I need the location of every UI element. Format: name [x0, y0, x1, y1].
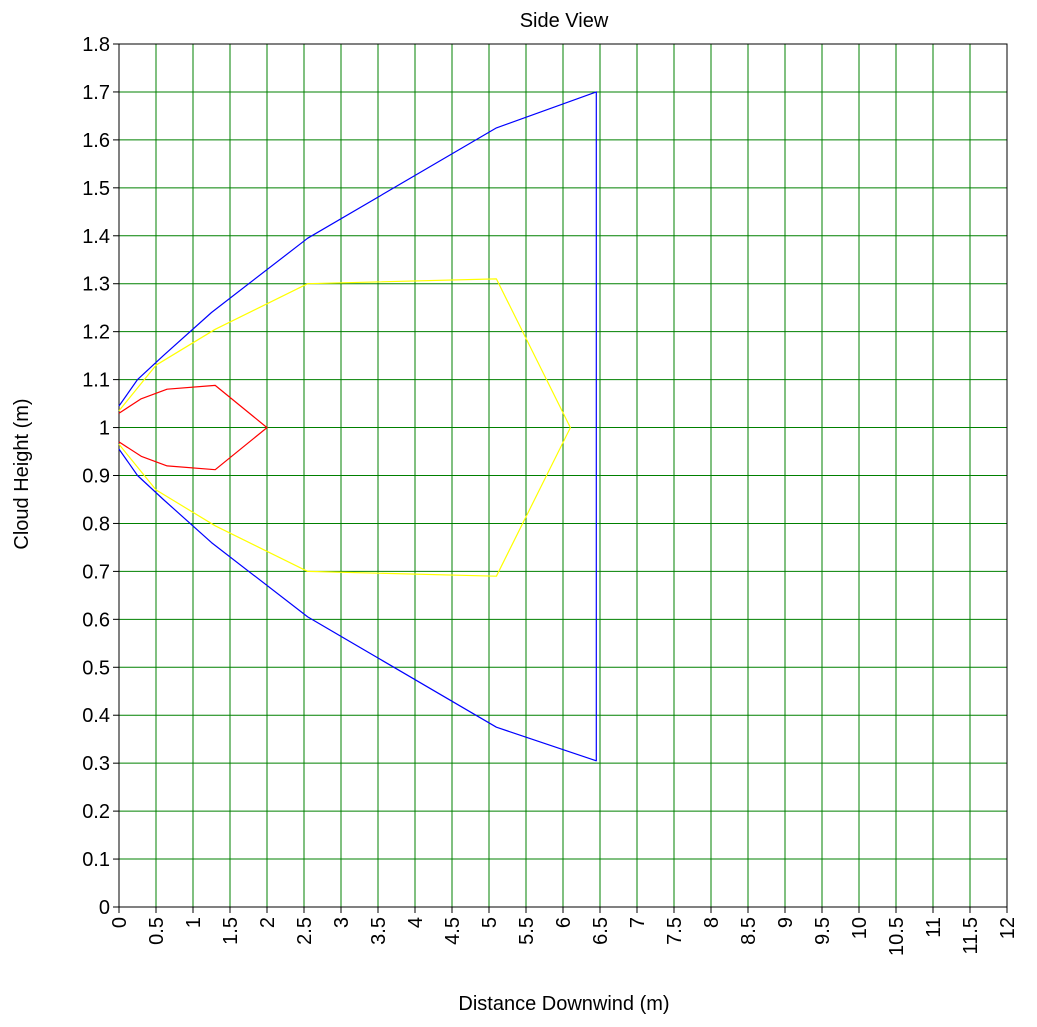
y-tick-label: 1.1: [82, 370, 110, 392]
y-tick-label: 0.7: [82, 561, 110, 583]
x-tick-label: 1.5: [220, 917, 242, 945]
y-tick-label: 0.8: [82, 513, 110, 535]
x-tick-label: 2.5: [294, 917, 316, 945]
y-tick-label: 1.3: [82, 274, 110, 296]
x-tick-label: 8: [701, 917, 723, 928]
y-tick-label: 0.9: [82, 466, 110, 488]
y-tick-label: 0.5: [82, 657, 110, 679]
y-tick-label: 0.1: [82, 849, 110, 871]
y-tick-label: 0.2: [82, 801, 110, 823]
x-tick-label: 1: [183, 917, 205, 928]
x-axis-title: Distance Downwind (m): [458, 993, 669, 1015]
y-tick-label: 1.5: [82, 178, 110, 200]
x-tick-label: 0: [109, 917, 131, 928]
series-line-0: [118, 91, 597, 762]
x-tick-label: 7.5: [664, 917, 686, 945]
x-tick-label: 3.5: [368, 917, 390, 945]
y-tick-label: 1.2: [82, 322, 110, 344]
x-tick-label: 12: [997, 917, 1019, 939]
y-tick-label: 0.6: [82, 609, 110, 631]
x-tick-label: 6: [553, 917, 575, 928]
x-tick-label: 11: [923, 917, 945, 938]
x-axis: 0 0.5 1 1.5 2 2.5 3 3.5 4 4.5 5 5.5 6 6.5 7 7.5 8 8.5 9 9.5…: [109, 907, 1019, 956]
x-tick-label: 9: [775, 917, 797, 928]
x-tick-label: 4: [405, 917, 427, 928]
x-tick-label: 2: [257, 917, 279, 928]
series-group: [118, 91, 597, 762]
y-axis: 0 0.1 0.2 0.3 0.4 0.5 0.6 0.7 0.8 0.9 1 1.1 1.2 1.3 1.…: [82, 34, 119, 919]
x-tick-label: 3: [331, 917, 353, 928]
y-tick-label: 1.6: [82, 130, 110, 152]
x-tick-label: 9.5: [812, 917, 834, 945]
x-tick-label: 4.5: [442, 917, 464, 945]
y-tick-label: 0.4: [82, 705, 110, 727]
chart-title: Side View: [520, 10, 609, 32]
x-tick-label: 5.5: [516, 917, 538, 945]
y-tick-label: 1.8: [82, 34, 110, 56]
y-tick-label: 1.4: [82, 226, 110, 248]
x-tick-label: 10: [849, 917, 871, 939]
grid: [118, 43, 1008, 908]
x-tick-label: 0.5: [146, 917, 168, 945]
y-tick-label: 1: [99, 418, 110, 440]
x-tick-label: 10.5: [886, 917, 908, 956]
x-tick-label: 8.5: [738, 917, 760, 945]
y-tick-label: 0.3: [82, 753, 110, 775]
series-line-1: [118, 278, 571, 577]
x-tick-label: 5: [479, 917, 501, 928]
y-tick-label: 1.7: [82, 82, 110, 104]
y-axis-title: Cloud Height (m): [11, 398, 33, 549]
series-line-2: [118, 384, 268, 471]
x-tick-label: 6.5: [590, 917, 612, 945]
y-tick-label: 0: [99, 897, 110, 919]
x-tick-label: 11.5: [960, 917, 982, 954]
x-tick-label: 7: [627, 917, 649, 928]
